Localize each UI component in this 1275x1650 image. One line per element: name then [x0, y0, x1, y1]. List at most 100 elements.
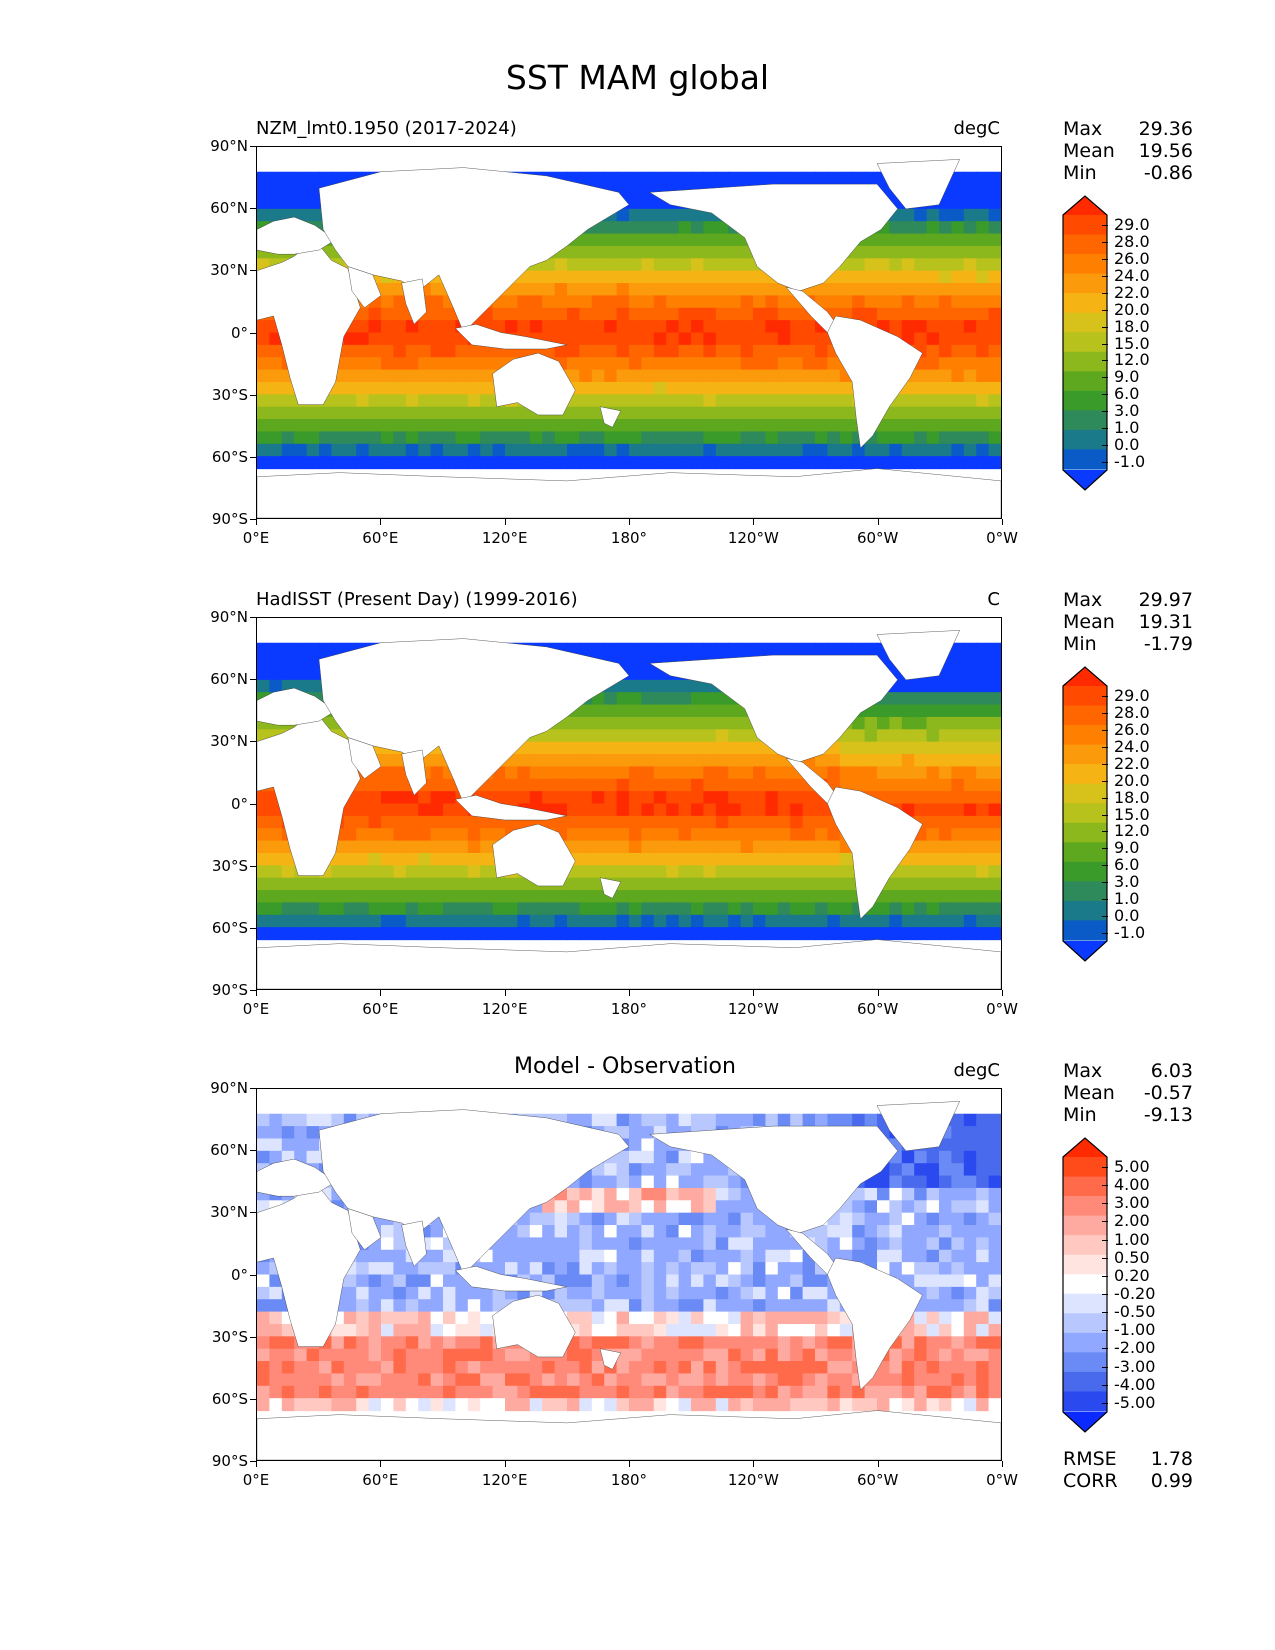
panel-observation: HadISST (Present Day) (1999-2016) C Max 2…: [0, 589, 1275, 1049]
ocean-cell: [368, 828, 382, 842]
ocean-cell: [591, 815, 605, 829]
ocean-cell: [740, 914, 754, 928]
ocean-cell: [678, 381, 692, 395]
ocean-cell: [963, 655, 977, 669]
ocean-cell: [666, 877, 680, 891]
ocean-cell: [641, 1323, 655, 1337]
ocean-cell: [319, 1398, 333, 1412]
ocean-cell: [827, 754, 841, 768]
ocean-cell: [939, 1385, 953, 1399]
map-svg: [257, 618, 1001, 989]
ocean-cell: [591, 927, 605, 941]
ocean-cell: [455, 1286, 469, 1300]
ocean-cell: [430, 1398, 444, 1412]
ocean-cell: [988, 1187, 1001, 1201]
ocean-cell: [443, 456, 457, 470]
ocean-cell: [542, 902, 556, 916]
ocean-cell: [691, 902, 705, 916]
ocean-cell: [939, 283, 953, 297]
ocean-cell: [901, 865, 915, 879]
ocean-cell: [567, 456, 581, 470]
ocean-cell: [257, 1311, 271, 1325]
ocean-cell: [914, 741, 928, 755]
colorbar-tick: [1102, 394, 1108, 396]
ocean-cell: [703, 307, 717, 321]
ocean-cell: [405, 1262, 419, 1276]
ocean-cell: [802, 1299, 816, 1313]
ocean-cell: [319, 443, 333, 457]
ocean-cell: [653, 283, 667, 297]
lat-label: 60°S: [211, 918, 248, 937]
ocean-cell: [691, 171, 705, 185]
ocean-cell: [790, 914, 804, 928]
colorbar-tick: [1102, 225, 1108, 226]
ocean-cell: [281, 1398, 295, 1412]
ocean-cell: [926, 828, 940, 842]
ocean-cell: [269, 1126, 283, 1140]
ocean-cell: [963, 716, 977, 730]
ocean-cell: [951, 1187, 965, 1201]
ocean-cell: [517, 431, 531, 445]
ocean-cell: [691, 927, 705, 941]
ocean-cell: [257, 369, 271, 383]
ocean-cell: [740, 456, 754, 470]
ocean-cell: [629, 716, 643, 730]
ocean-cell: [393, 1398, 407, 1412]
ocean-cell: [889, 914, 903, 928]
ocean-cell: [505, 766, 519, 780]
ocean-cell: [393, 320, 407, 334]
ocean-cell: [827, 431, 841, 445]
ocean-cell: [405, 803, 419, 817]
ocean-cell: [951, 741, 965, 755]
ocean-cell: [616, 1200, 630, 1214]
ocean-cell: [331, 406, 345, 420]
ocean-cell: [269, 381, 283, 395]
ocean-cell: [405, 1373, 419, 1387]
ocean-cell: [306, 1126, 320, 1140]
ocean-cell: [405, 840, 419, 854]
ocean-cell: [703, 1212, 717, 1226]
ocean-cell: [728, 890, 742, 904]
ocean-cell: [356, 332, 370, 346]
ocean-cell: [455, 419, 469, 433]
ocean-cell: [257, 208, 271, 222]
ocean-cell: [889, 1237, 903, 1251]
ocean-cell: [480, 369, 494, 383]
ocean-cell: [430, 1225, 444, 1239]
ocean-cell: [703, 902, 717, 916]
ocean-cell: [951, 1262, 965, 1276]
ocean-cell: [666, 394, 680, 408]
ocean-cell: [976, 221, 990, 235]
ocean-cell: [257, 406, 271, 420]
ocean-cell: [703, 295, 717, 309]
ocean-cell: [926, 754, 940, 768]
ocean-cell: [740, 754, 754, 768]
ocean-cell: [691, 221, 705, 235]
ocean-cell: [678, 1262, 692, 1276]
land-mass: [877, 159, 960, 208]
ocean-cell: [740, 295, 754, 309]
ocean-cell: [678, 1274, 692, 1288]
ocean-cell: [691, 1150, 705, 1164]
ocean-cell: [517, 766, 531, 780]
ocean-cell: [703, 852, 717, 866]
ocean-cell: [678, 1237, 692, 1251]
ocean-cell: [802, 357, 816, 371]
ocean-cell: [653, 815, 667, 829]
land-mass: [493, 824, 576, 886]
ocean-cell: [988, 208, 1001, 222]
ocean-cell: [914, 716, 928, 730]
ocean-cell: [257, 655, 271, 669]
ocean-cell: [579, 456, 593, 470]
lat-tick: [250, 865, 256, 867]
ocean-cell: [827, 1398, 841, 1412]
ocean-cell: [827, 1225, 841, 1239]
ocean-cell: [653, 1361, 667, 1375]
ocean-cell: [579, 1274, 593, 1288]
ocean-cell: [889, 766, 903, 780]
ocean-cell: [666, 791, 680, 805]
ocean-cell: [703, 270, 717, 284]
ocean-cell: [554, 1262, 568, 1276]
ocean-cell: [715, 1311, 729, 1325]
ocean-cell: [443, 1274, 457, 1288]
